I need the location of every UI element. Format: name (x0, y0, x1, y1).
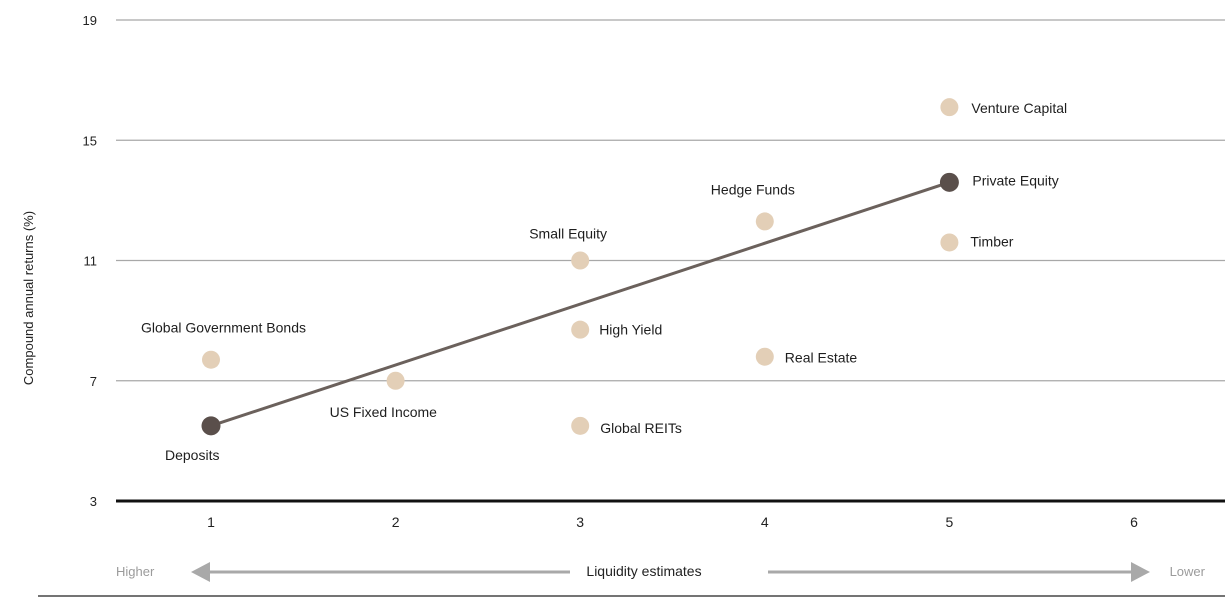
point-label-venture-capital: Venture Capital (971, 100, 1067, 116)
y-tick-label-3: 3 (90, 494, 97, 509)
point-real-estate (755, 347, 774, 366)
point-timber (940, 233, 959, 252)
point-label-small-equity: Small Equity (529, 226, 607, 242)
point-label-us-fixed-income: US Fixed Income (330, 404, 438, 420)
scale-label-lower: Lower (1170, 564, 1206, 579)
y-tick-label-19: 19 (83, 13, 97, 28)
scale-label-higher: Higher (116, 564, 155, 579)
x-tick-label-4: 4 (761, 514, 769, 530)
point-high-yield (571, 320, 590, 339)
arrow-left-icon (191, 562, 570, 582)
y-tick-label-15: 15 (83, 133, 97, 148)
x-tick-label-3: 3 (576, 514, 584, 530)
x-tick-label-1: 1 (207, 514, 215, 530)
point-us-fixed-income (386, 371, 405, 390)
point-labels: Deposits Global Government Bonds US Fixed … (141, 100, 1067, 463)
gridlines (116, 19, 1225, 503)
y-tick-label-7: 7 (90, 374, 97, 389)
point-label-hedge-funds: Hedge Funds (711, 181, 795, 197)
trend-line (210, 180, 950, 428)
point-venture-capital (940, 98, 959, 117)
y-tick-label-11: 11 (84, 254, 98, 269)
point-label-real-estate: Real Estate (785, 350, 858, 366)
point-global-reits (571, 416, 590, 435)
point-label-high-yield: High Yield (599, 322, 662, 338)
point-hedge-funds (755, 212, 774, 231)
point-deposits (201, 416, 221, 436)
point-label-deposits: Deposits (165, 447, 219, 463)
point-private-equity (939, 172, 959, 192)
point-label-private-equity: Private Equity (972, 172, 1058, 188)
x-tick-label-5: 5 (946, 514, 954, 530)
x-axis-ticks: 1 2 3 4 5 6 (207, 514, 1138, 530)
point-label-global-government-bonds: Global Government Bonds (141, 320, 306, 336)
arrow-right-icon (768, 562, 1150, 582)
point-label-timber: Timber (970, 233, 1013, 249)
trend-line-group (210, 180, 950, 428)
point-small-equity (571, 251, 590, 270)
point-global-government-bonds (202, 350, 220, 369)
y-axis-ticks: 3 7 11 15 19 (83, 13, 97, 509)
y-axis-label: Compound annual returns (%) (21, 211, 36, 385)
point-label-global-reits: Global REITs (600, 420, 682, 436)
x-axis-label: Liquidity estimates (586, 563, 701, 579)
x-tick-label-2: 2 (392, 514, 400, 530)
data-points (201, 98, 959, 436)
x-tick-label-6: 6 (1130, 514, 1138, 530)
